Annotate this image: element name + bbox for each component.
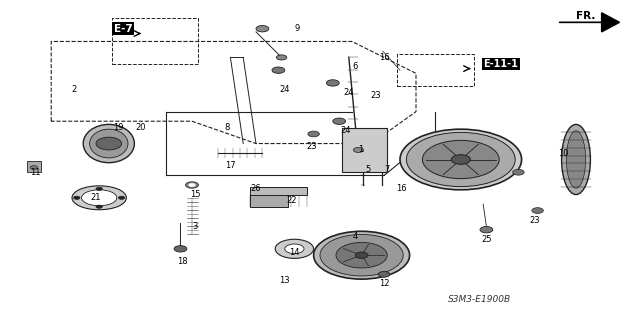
Text: 25: 25 xyxy=(481,235,492,244)
Circle shape xyxy=(74,196,80,199)
Text: S3M3-E1900B: S3M3-E1900B xyxy=(449,295,511,304)
Circle shape xyxy=(336,242,387,268)
Text: 23: 23 xyxy=(371,91,381,100)
Text: 17: 17 xyxy=(225,161,236,170)
Circle shape xyxy=(406,132,515,187)
Text: 4: 4 xyxy=(353,232,358,241)
Text: 21: 21 xyxy=(91,193,101,202)
Text: 8: 8 xyxy=(225,123,230,132)
Circle shape xyxy=(314,231,410,279)
Circle shape xyxy=(276,55,287,60)
Circle shape xyxy=(96,205,102,208)
Ellipse shape xyxy=(566,131,586,188)
Text: 13: 13 xyxy=(280,276,290,285)
Bar xyxy=(342,128,387,172)
Text: 18: 18 xyxy=(177,257,188,266)
Text: E-7: E-7 xyxy=(114,24,132,34)
Circle shape xyxy=(378,271,390,277)
Ellipse shape xyxy=(562,124,591,195)
Circle shape xyxy=(186,182,198,188)
Text: 24: 24 xyxy=(340,126,351,135)
Text: 1: 1 xyxy=(358,145,363,154)
Text: 2: 2 xyxy=(71,85,76,94)
Circle shape xyxy=(355,252,368,258)
Ellipse shape xyxy=(72,186,127,210)
Circle shape xyxy=(308,131,319,137)
Bar xyxy=(250,195,288,207)
Circle shape xyxy=(320,234,403,276)
Circle shape xyxy=(326,80,339,86)
Text: 9: 9 xyxy=(295,24,300,33)
Ellipse shape xyxy=(90,129,128,158)
Circle shape xyxy=(333,118,346,124)
Circle shape xyxy=(30,166,38,169)
Ellipse shape xyxy=(82,190,117,206)
Circle shape xyxy=(275,239,314,258)
Circle shape xyxy=(400,129,522,190)
Text: 26: 26 xyxy=(251,184,261,193)
Text: 24: 24 xyxy=(280,85,290,94)
Text: 3: 3 xyxy=(193,222,198,231)
Ellipse shape xyxy=(83,124,134,163)
Text: 16: 16 xyxy=(396,184,406,193)
Text: FR.: FR. xyxy=(576,11,595,21)
Circle shape xyxy=(480,226,493,233)
Circle shape xyxy=(174,246,187,252)
Text: 12: 12 xyxy=(379,279,389,288)
Text: 6: 6 xyxy=(353,63,358,71)
Circle shape xyxy=(272,67,285,73)
Text: 10: 10 xyxy=(558,149,568,158)
Circle shape xyxy=(285,244,304,254)
Text: E-7: E-7 xyxy=(114,24,132,34)
Text: 14: 14 xyxy=(289,248,300,256)
Text: 11: 11 xyxy=(30,168,40,177)
Circle shape xyxy=(189,183,195,187)
Text: 20: 20 xyxy=(136,123,146,132)
Text: E-11-1: E-11-1 xyxy=(483,59,518,69)
Text: 24: 24 xyxy=(344,88,354,97)
Text: 5: 5 xyxy=(365,165,371,174)
Circle shape xyxy=(256,26,269,32)
Circle shape xyxy=(451,155,470,164)
Text: 7: 7 xyxy=(385,165,390,174)
Circle shape xyxy=(118,196,125,199)
Text: 23: 23 xyxy=(529,216,540,225)
Circle shape xyxy=(532,208,543,213)
Text: 19: 19 xyxy=(113,123,124,132)
Circle shape xyxy=(422,140,499,179)
Bar xyxy=(250,187,307,195)
Bar xyxy=(27,161,41,172)
Text: 22: 22 xyxy=(286,197,296,205)
Polygon shape xyxy=(602,13,620,32)
Circle shape xyxy=(353,147,364,152)
Circle shape xyxy=(513,169,524,175)
Text: 23: 23 xyxy=(307,142,317,151)
Circle shape xyxy=(96,137,122,150)
Circle shape xyxy=(96,187,102,190)
Text: 16: 16 xyxy=(379,53,389,62)
Text: 15: 15 xyxy=(190,190,200,199)
